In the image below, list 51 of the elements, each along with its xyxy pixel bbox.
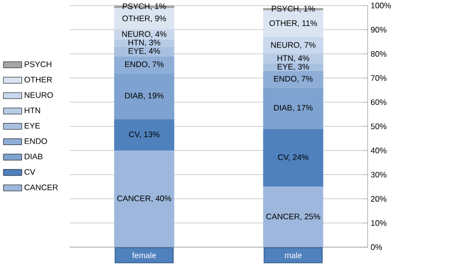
data-label: PSYCH, 1% [272,6,315,12]
bar [114,46,174,56]
y-tick-label: 30% [370,172,386,178]
legend-label: NEURO [24,92,53,98]
bar [263,36,324,54]
y-tick-label: 50% [370,123,386,130]
bar [114,118,174,150]
bar [114,56,174,74]
legend-label: CANCER [24,184,58,190]
bar [263,70,324,88]
data-label: NEURO, 7% [271,42,316,49]
data-label: EYE, 3% [278,64,310,70]
legend-label: PSYCH [24,61,52,67]
y-tick-label: 100% [371,2,391,8]
y-tick-label: 20% [370,196,386,202]
y-tick-label: 60% [370,99,386,105]
data-label: DIAB, 17% [274,104,313,112]
legend-label: EYE [24,122,40,128]
bar [263,128,324,187]
y-tick-label: 80% [370,50,386,57]
data-label: CANCER, 40% [117,195,172,202]
y-tick-label: 10% [371,220,386,226]
x-tick-label: male [285,252,302,258]
y-tick-label: 90% [370,26,386,32]
bar [114,30,174,40]
data-label: DIAB, 19% [125,92,164,100]
y-tick-label: 0% [370,244,382,250]
legend-label: ENDO [24,138,48,144]
data-label: OTHER, 9% [122,15,166,22]
data-label: PSYCH, 1% [122,3,166,10]
data-label: NEURO, 4% [122,31,166,38]
legend-label: DIAB [24,154,43,160]
data-label: OTHER, 11% [269,20,317,27]
data-label: CV, 24% [278,154,308,161]
bar [114,73,174,119]
legend-label: HTN [24,107,40,114]
data-label: ENDO, 7% [274,76,313,82]
bar [263,54,324,64]
data-label: CV, 13% [129,131,160,138]
y-tick-label: 70% [371,75,386,81]
y-tick-label: 40% [370,147,386,154]
data-label: CANCER, 25% [266,213,320,220]
data-label: HTN, 4% [278,55,310,62]
data-label: EYE, 4% [128,48,160,55]
x-tick-label: female [132,252,156,258]
data-label: ENDO, 7% [125,61,164,68]
bar [263,88,324,129]
legend-label: CV [24,168,36,175]
legend-label: OTHER [24,76,52,82]
data-label: HTN, 3% [128,39,160,46]
bar [263,63,324,71]
